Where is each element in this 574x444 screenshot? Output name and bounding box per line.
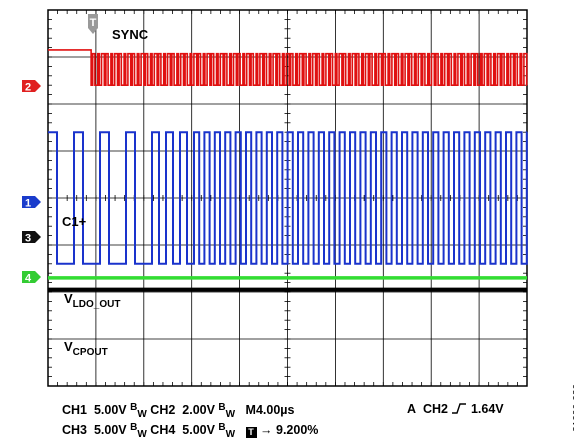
channel-4-marker-label: 4 [25, 273, 32, 285]
vldo-label-sub: LDO_OUT [73, 299, 121, 310]
channel-3-marker: 3 [22, 231, 41, 245]
ch1-label: CH1 [62, 403, 88, 417]
sync-trace [48, 49, 528, 86]
ch1-bw-sub: W [137, 409, 147, 420]
ch3-bw-sub: W [137, 429, 147, 440]
trigger-readout: A CH2 1.64V [407, 402, 504, 416]
timebase-value: M4.00µs [245, 403, 295, 417]
ch2-value: 2.00V [182, 403, 215, 417]
c1-label: C1+ [62, 214, 87, 229]
trace-layer [48, 49, 528, 292]
channel-3-marker-label: 3 [25, 233, 31, 245]
trigger-channel: CH2 [422, 402, 448, 416]
ch2-bw-sub: W [225, 409, 236, 420]
ch2-label: CH2 [150, 403, 176, 417]
channel-4-marker: 4 [22, 271, 41, 285]
ch3-value: 5.00V [93, 423, 127, 437]
trigger-level: 1.64V [470, 402, 504, 416]
readout-row-1: CH1 5.00V BW CH2 2.00V BW M4.00µs [62, 402, 294, 420]
ch4-bw-sub: W [225, 429, 236, 440]
vcpout-label-main: V [64, 339, 73, 354]
c1-trace [48, 131, 528, 265]
ch4-value: 5.00V [182, 423, 215, 437]
trigger-arrow-icon: → [260, 423, 273, 437]
sync-label: SYNC [112, 27, 149, 42]
channel-2-marker: 2 [22, 80, 41, 94]
trigger-position-value: 9.200% [276, 423, 319, 437]
readout-row-2: CH3 5.00V BW CH4 5.00V BW T → 9.200% [62, 422, 318, 440]
ch4-bw-main: B [218, 422, 226, 433]
ch3-label: CH3 [62, 423, 88, 437]
ch4-label: CH4 [150, 423, 176, 437]
channel-1-marker: 1 [22, 196, 41, 210]
vldo-label-main: V [64, 291, 73, 306]
vcpout-label-sub: CPOUT [73, 347, 108, 358]
ch2-bw-main: B [218, 402, 226, 413]
ch3-bw-main: B [130, 422, 138, 433]
trigger-position-icon: T [245, 427, 257, 438]
rising-edge-icon [452, 403, 467, 414]
vldo-label: VLDO_OUT [64, 291, 120, 310]
trigger-position-marker: T [88, 14, 98, 34]
channel-1-marker-label: 1 [25, 198, 31, 210]
ch1-value: 5.00V [93, 403, 127, 417]
trigger-marker-label: T [90, 17, 97, 29]
trigger-source-label: A [407, 402, 417, 416]
ch1-bw-main: B [130, 402, 138, 413]
channel-2-marker-label: 2 [25, 82, 31, 94]
vcpout-label: VCPOUT [64, 339, 108, 358]
